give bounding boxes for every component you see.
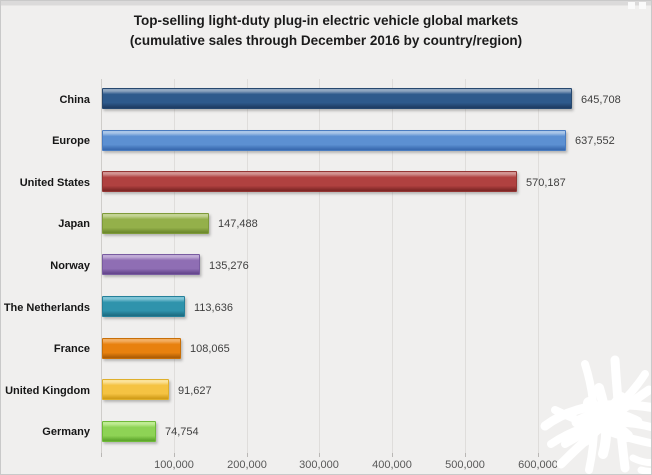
bar-china [102,88,572,110]
category-label: Europe [52,135,90,148]
category-label: China [59,93,90,106]
bar-value-label: 147,488 [218,218,258,231]
bar-row: 570,187 [101,162,647,204]
bar-norway [102,254,200,276]
corner-artifact [639,2,646,9]
x-tick-mark [174,453,175,457]
category-label: United Kingdom [5,384,90,397]
bar-france [102,337,181,359]
x-tick-mark [101,453,102,457]
gridline [247,79,248,453]
chart-title-line2: (cumulative sales through December 2016 … [129,32,523,48]
gridline [538,79,539,453]
bar-row: 108,065 [101,328,647,370]
x-tick-label: 500,000 [445,459,485,471]
category-label: The Netherlands [3,301,90,314]
bar-japan [102,212,209,234]
bar-value-label: 637,552 [575,135,615,148]
top-edge-strip [1,1,651,6]
gridline [319,79,320,453]
category-label: France [53,343,90,356]
gridline [392,79,393,453]
bar-germany [102,420,156,442]
bar-row: 74,754 [101,411,647,453]
bar-row: 135,276 [101,245,647,287]
y-axis-line [101,79,102,453]
bar-row: 645,708 [101,79,647,121]
x-tick-mark [247,453,248,457]
x-tick-label: 600,000 [518,459,558,471]
category-label: United States [19,176,90,189]
bar-value-label: 74,754 [165,426,199,439]
corner-artifact [628,2,635,9]
x-tick-mark [465,453,466,457]
chart-title-line1: Top-selling light-duty plug-in electric … [133,13,519,28]
x-tick-mark [392,453,393,457]
bar-value-label: 113,636 [194,301,233,314]
category-label: Germany [42,426,90,439]
bar-europe [102,129,566,151]
bar-value-label: 135,276 [209,259,249,272]
x-tick-label: 300,000 [299,459,339,471]
category-label: Norway [50,259,90,272]
bar-united-kingdom [102,379,169,401]
x-tick-mark [319,453,320,457]
bar-row: 113,636 [101,287,647,329]
bar-row: 637,552 [101,121,647,163]
x-tick-label: 100,000 [154,459,194,471]
bar-row: 147,488 [101,204,647,246]
bar-value-label: 645,708 [581,93,621,106]
x-tick-label: 200,000 [227,459,267,471]
x-tick-mark [538,453,539,457]
bar-united-states [102,171,517,193]
value-axis: 100,000 200,000 300,000 400,000 500,000 600,0… [101,453,647,474]
bar-the-netherlands [102,296,185,318]
chart-title: Top-selling light-duty plug-in electric … [1,11,651,50]
bar-value-label: 570,187 [526,176,566,189]
bar-value-label: 91,627 [178,384,212,397]
category-axis: China Europe United States Japan Norway The N… [1,79,96,453]
bar-value-label: 108,065 [190,343,230,356]
x-tick-label: 400,000 [372,459,412,471]
category-label: Japan [58,218,90,231]
gridline [465,79,466,453]
plot-area: 645,708 637,552 570,187 147,488 135,276 113,6… [101,79,647,453]
bar-row: 91,627 [101,370,647,412]
